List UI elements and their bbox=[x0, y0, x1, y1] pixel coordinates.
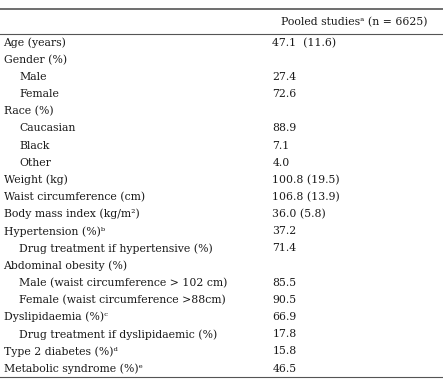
Text: Waist circumference (cm): Waist circumference (cm) bbox=[4, 192, 145, 202]
Text: Male (waist circumference > 102 cm): Male (waist circumference > 102 cm) bbox=[19, 278, 227, 288]
Text: 47.1  (11.6): 47.1 (11.6) bbox=[272, 38, 337, 48]
Text: 7.1: 7.1 bbox=[272, 141, 290, 150]
Text: 46.5: 46.5 bbox=[272, 363, 296, 374]
Text: Black: Black bbox=[19, 141, 50, 150]
Text: 72.6: 72.6 bbox=[272, 89, 297, 99]
Text: 100.8 (19.5): 100.8 (19.5) bbox=[272, 175, 340, 185]
Text: 17.8: 17.8 bbox=[272, 329, 297, 339]
Text: 88.9: 88.9 bbox=[272, 124, 297, 133]
Text: Pooled studiesᵃ (n = 6625): Pooled studiesᵃ (n = 6625) bbox=[281, 17, 427, 27]
Text: 27.4: 27.4 bbox=[272, 72, 296, 82]
Text: Body mass index (kg/m²): Body mass index (kg/m²) bbox=[4, 209, 139, 219]
Text: Female (waist circumference >88cm): Female (waist circumference >88cm) bbox=[19, 295, 226, 305]
Text: Hypertension (%)ᵇ: Hypertension (%)ᵇ bbox=[4, 226, 105, 236]
Text: 90.5: 90.5 bbox=[272, 295, 296, 305]
Text: Weight (kg): Weight (kg) bbox=[4, 175, 67, 185]
Text: Caucasian: Caucasian bbox=[19, 124, 75, 133]
Text: Female: Female bbox=[19, 89, 59, 99]
Text: Race (%): Race (%) bbox=[4, 106, 53, 116]
Text: Abdominal obesity (%): Abdominal obesity (%) bbox=[4, 260, 128, 271]
Text: Drug treatment if hypertensive (%): Drug treatment if hypertensive (%) bbox=[19, 243, 213, 254]
Text: 66.9: 66.9 bbox=[272, 312, 297, 322]
Text: Age (years): Age (years) bbox=[4, 38, 66, 48]
Text: 36.0 (5.8): 36.0 (5.8) bbox=[272, 209, 326, 219]
Text: Dyslipidaemia (%)ᶜ: Dyslipidaemia (%)ᶜ bbox=[4, 312, 107, 323]
Text: Metabolic syndrome (%)ᵉ: Metabolic syndrome (%)ᵉ bbox=[4, 363, 142, 374]
Text: Type 2 diabetes (%)ᵈ: Type 2 diabetes (%)ᵈ bbox=[4, 346, 117, 357]
Text: 71.4: 71.4 bbox=[272, 243, 296, 254]
Text: 106.8 (13.9): 106.8 (13.9) bbox=[272, 192, 340, 202]
Text: 85.5: 85.5 bbox=[272, 278, 296, 288]
Text: Male: Male bbox=[19, 72, 47, 82]
Text: Gender (%): Gender (%) bbox=[4, 55, 66, 65]
Text: Drug treatment if dyslipidaemic (%): Drug treatment if dyslipidaemic (%) bbox=[19, 329, 218, 340]
Text: 4.0: 4.0 bbox=[272, 158, 290, 168]
Text: Other: Other bbox=[19, 158, 51, 168]
Text: 15.8: 15.8 bbox=[272, 346, 297, 356]
Text: 37.2: 37.2 bbox=[272, 226, 297, 236]
